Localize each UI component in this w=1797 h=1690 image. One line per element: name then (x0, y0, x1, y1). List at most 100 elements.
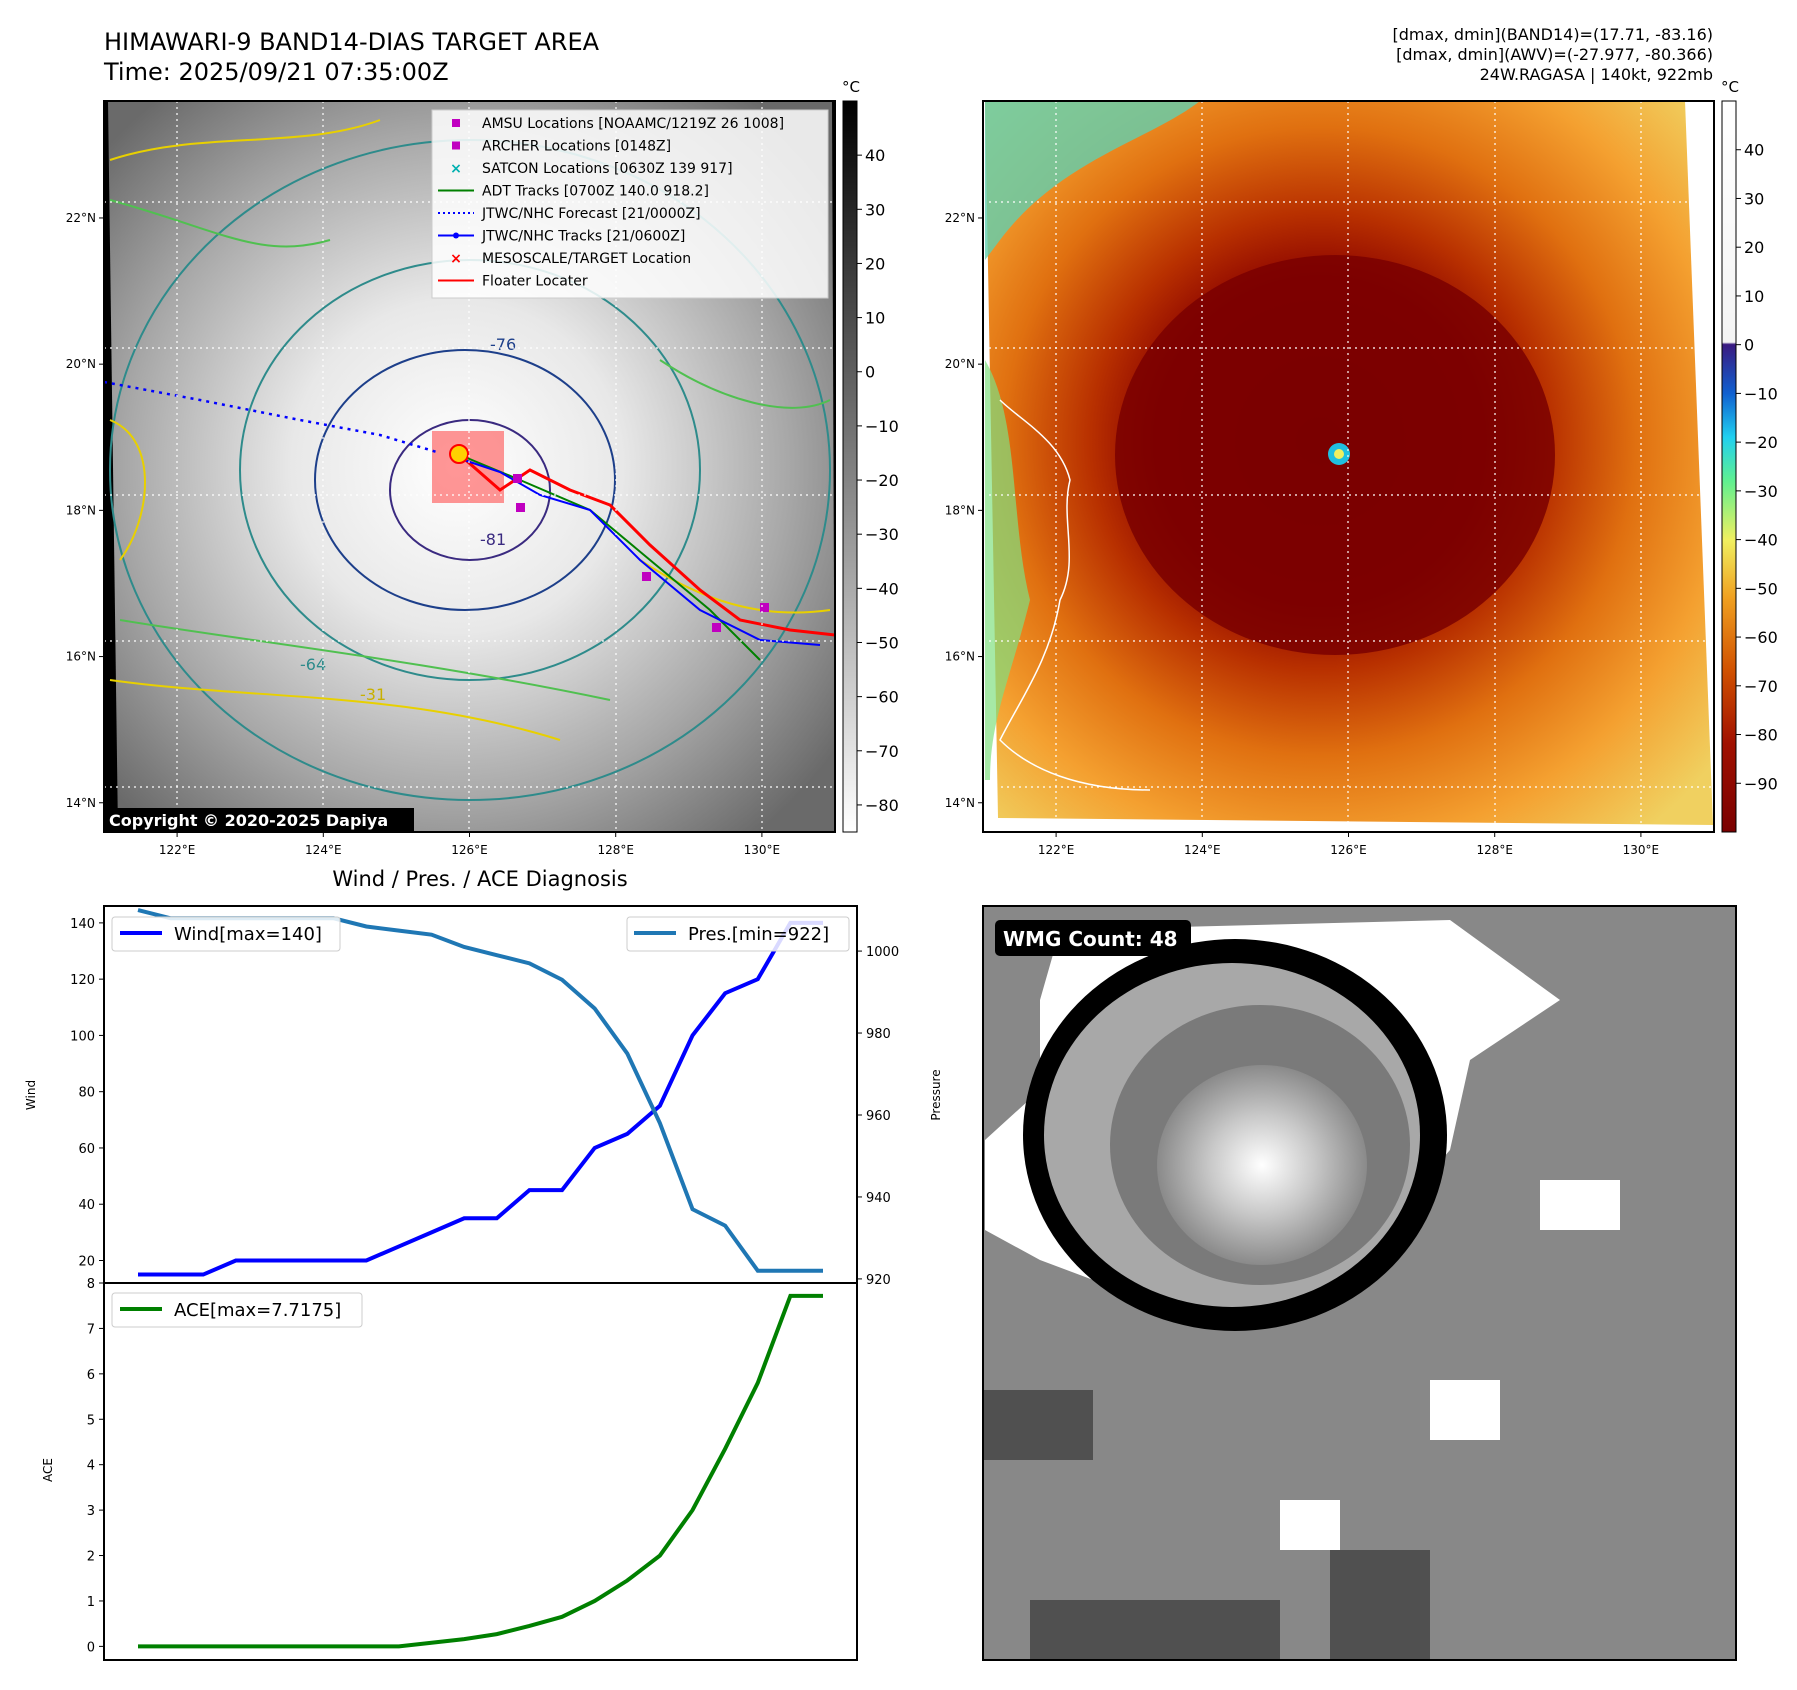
colorbar-tick-label: 20 (865, 254, 885, 273)
colorbar-tick-label: 40 (865, 146, 885, 165)
legend-marker-square (452, 141, 460, 150)
right-colorbar-unit: °C (1721, 78, 1739, 96)
wind-pressure-axes: 20 40 60 80 100 120 140 920 940 960 980 1000 (70, 917, 899, 1288)
amsu-marker (513, 474, 522, 483)
lat-tick-label: 16°N (945, 650, 975, 664)
right-colorbar-bar (1721, 100, 1737, 833)
contour-label-81: -81 (480, 530, 506, 549)
coastline (999, 399, 1151, 791)
colorbar-tick-label: −60 (1744, 628, 1778, 647)
page-title: HIMAWARI-9 BAND14-DIAS TARGET AREA (104, 28, 600, 56)
lat-tick-label: 22°N (945, 211, 975, 225)
legend-items: AMSU Locations [NOAAMC/1219Z 26 1008] ARC… (438, 116, 784, 290)
cold-cloud-band-2 (985, 360, 1030, 780)
lon-tick-label: 124°E (1184, 843, 1221, 857)
contour-31-band (109, 119, 831, 741)
wind-legend-box (111, 916, 341, 952)
ace-tick-label: 4 (87, 1459, 95, 1474)
lat-tick-label: 14°N (945, 796, 975, 810)
pressure-tick-label: 960 (866, 1109, 891, 1124)
wmg-white-patch-2 (1280, 1500, 1340, 1550)
colorbar-tick-label: 0 (865, 363, 875, 382)
storm-info: 24W.RAGASA | 140kt, 922mb (1480, 65, 1713, 84)
legend-marker-x: × (450, 251, 462, 267)
pressure-legend: Pres.[min=922] (626, 916, 850, 952)
colorbar-tick-label: −20 (1744, 433, 1778, 452)
lon-tick-label: 130°E (744, 843, 781, 857)
wind-tick-label: 100 (70, 1029, 95, 1044)
lon-tick-label: 122°E (159, 843, 196, 857)
pressure-axis-label: Pressure (929, 1069, 943, 1120)
stat-awv: [dmax, dmin](AWV)=(-27.977, -80.366) (1396, 45, 1713, 64)
storm-center (449, 444, 469, 464)
lon-tick-label: 130°E (1623, 843, 1660, 857)
wmg-white-patch (1540, 1180, 1620, 1230)
legend-marker-x: × (450, 161, 462, 177)
lat-tick-label: 22°N (66, 211, 96, 225)
left-colorbar: °C 40 30 20 10 0 −10 −20 −30 −40 −50 −60 −70 −80 (842, 78, 899, 833)
legend-label: JTWC/NHC Forecast [21/0000Z] (481, 206, 701, 222)
wmg-dark-patch-3 (1330, 1550, 1430, 1660)
ace-chart: 0 1 2 3 4 5 6 7 8 ACE ACE[max=7.7175] (41, 1277, 858, 1661)
map-axes: 122°E 124°E 126°E 128°E 130°E 22°N 20°N 18°N 16°… (66, 211, 1659, 857)
wmg-frame (982, 905, 1737, 1661)
legend-label: ARCHER Locations [0148Z] (482, 139, 671, 155)
wmg-count-box (995, 920, 1191, 956)
chart-title: Wind / Pres. / ACE Diagnosis (332, 867, 627, 891)
colorbar-tick-label: −50 (865, 633, 899, 652)
lat-tick-label: 16°N (66, 650, 96, 664)
colorbar-tick-label: 40 (1744, 141, 1764, 160)
pressure-tick-label: 1000 (866, 945, 899, 960)
legend-label: Floater Locater (482, 274, 588, 290)
colorbar-tick-label: −10 (865, 417, 899, 436)
colorbar-tick-label: 30 (1744, 189, 1764, 208)
ace-tick-label: 6 (87, 1368, 95, 1383)
colorbar-tick-label: −80 (865, 796, 899, 815)
wind-pressure-chart: 20 40 60 80 100 120 140 920 940 960 980 1000 Wind P… (24, 905, 943, 1288)
ace-tick-label: 7 (87, 1322, 95, 1337)
pressure-legend-box (626, 916, 850, 952)
time-label: Time: 2025/09/21 07:35:00Z (103, 58, 449, 86)
contour-76 (314, 349, 616, 611)
right-colorbar-ticks: 40 30 20 10 0 −10 −20 −30 −40 −50 −60 −70 −80 −90 (1736, 141, 1778, 793)
ace-legend: ACE[max=7.7175] (111, 1292, 363, 1328)
contour-81 (389, 419, 551, 561)
wind-series-line (138, 920, 823, 1277)
colorbar-tick-label: −50 (1744, 579, 1778, 598)
legend-marker-dot (453, 232, 459, 239)
colorbar-tick-label: 0 (1744, 336, 1754, 355)
contour-label-76: -76 (490, 335, 516, 354)
wind-tick-label: 20 (78, 1254, 95, 1269)
ace-frame (103, 1282, 858, 1661)
target-area-box (432, 431, 504, 503)
legend-label: JTWC/NHC Tracks [21/0600Z] (481, 229, 685, 245)
colorbar-tick-label: −20 (865, 471, 899, 490)
ace-legend-box (111, 1292, 363, 1328)
left-colorbar-ticks: 40 30 20 10 0 −10 −20 −30 −40 −50 −60 −70 −80 (857, 146, 899, 815)
wind-tick-label: 120 (70, 973, 95, 988)
ace-axis-label: ACE (41, 1458, 55, 1482)
wmg-core (1157, 1065, 1367, 1265)
wind-tick-label: 80 (78, 1086, 95, 1101)
contour-label-31: -31 (360, 685, 386, 704)
legend-label: AMSU Locations [NOAAMC/1219Z 26 1008] (482, 116, 784, 132)
wmg-panel: WMG Count: 48 (983, 906, 1736, 1660)
left-colorbar-bar (842, 100, 858, 833)
pressure-tick-label: 940 (866, 1191, 891, 1206)
ace-tick-label: 8 (87, 1277, 95, 1292)
legend-box (431, 109, 829, 299)
ace-legend-label: ACE[max=7.7175] (174, 1300, 341, 1321)
ace-tick-label: 1 (87, 1595, 95, 1610)
eye-core-center (1334, 449, 1344, 459)
colorbar-tick-label: −40 (865, 579, 899, 598)
wind-axis-label: Wind (24, 1080, 38, 1110)
legend-label: MESOSCALE/TARGET Location (482, 251, 691, 267)
colorbar-tick-label: 10 (865, 309, 885, 328)
legend-marker-square (452, 119, 460, 127)
wmg-count-label: WMG Count: 48 (1003, 927, 1178, 951)
colorbar-tick-label: −10 (1744, 384, 1778, 403)
wind-pressure-frame (103, 905, 858, 1284)
jtwc-forecast-track (104, 380, 441, 455)
lon-tick-label: 128°E (597, 843, 634, 857)
